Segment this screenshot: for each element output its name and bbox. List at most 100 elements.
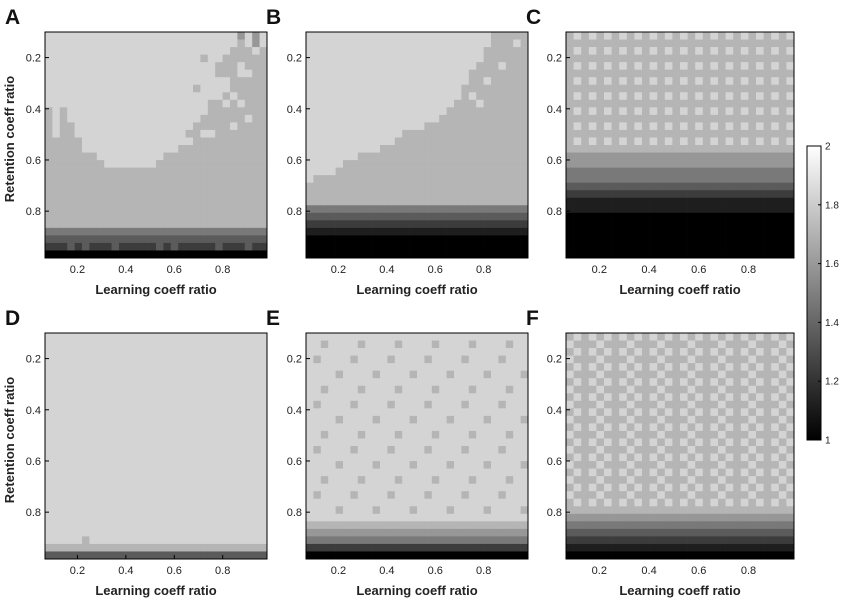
heatmap-cell <box>740 333 749 341</box>
y-tick-label: 0.4 <box>547 104 562 116</box>
heatmap-cell <box>695 400 704 409</box>
heatmap-cell <box>664 107 673 116</box>
heatmap-cell <box>237 182 246 191</box>
heatmap-cell <box>748 363 757 372</box>
heatmap-cell <box>417 468 425 477</box>
heatmap-cell <box>417 92 425 101</box>
heatmap-cell <box>520 39 529 48</box>
heatmap-cell <box>596 175 605 184</box>
heatmap-cell <box>417 483 425 492</box>
heatmap-cell <box>695 393 704 402</box>
heatmap-cell <box>657 370 666 379</box>
heatmap-cell <box>357 175 366 184</box>
heatmap-cell <box>461 250 470 259</box>
heatmap-cell <box>520 197 529 206</box>
heatmap-cells <box>566 32 795 259</box>
heatmap-cell <box>74 145 83 153</box>
heatmap-cell <box>664 69 673 78</box>
heatmap-cell <box>702 32 711 40</box>
heatmap-cell <box>483 39 492 48</box>
heatmap-cell <box>581 415 590 424</box>
heatmap-cell <box>566 84 574 93</box>
heatmap-cell <box>185 483 194 492</box>
heatmap-cell <box>59 551 68 560</box>
heatmap-cell <box>657 107 666 116</box>
heatmap-cell <box>365 167 373 176</box>
heatmap-cell <box>178 408 186 417</box>
heatmap-cell <box>740 190 749 199</box>
heatmap-cell <box>215 491 223 500</box>
heatmap-cell <box>778 212 787 221</box>
heatmap-cell <box>193 69 201 78</box>
heatmap-cell <box>642 220 650 229</box>
heatmap-cell <box>45 77 53 86</box>
heatmap-cell <box>185 521 194 530</box>
heatmap-cell <box>513 62 521 71</box>
heatmap-cell <box>59 182 68 191</box>
heatmap-cell <box>387 430 396 439</box>
heatmap-cell <box>498 378 507 387</box>
heatmap-cell <box>193 182 201 191</box>
heatmap-cell <box>193 92 201 101</box>
heatmap-cell <box>252 333 260 341</box>
heatmap-cell <box>52 491 61 500</box>
heatmap-cell <box>417 543 425 552</box>
heatmap-cell <box>657 400 666 409</box>
heatmap-cell <box>148 476 157 485</box>
heatmap-cell <box>200 250 209 259</box>
heatmap-cell <box>244 348 253 356</box>
heatmap-cell <box>343 242 351 251</box>
heatmap-cell <box>193 62 201 71</box>
heatmap-cell <box>313 438 322 447</box>
heatmap-cell <box>200 543 209 552</box>
heatmap-cell <box>596 129 605 138</box>
heatmap-cell <box>59 99 68 108</box>
heatmap-cell <box>446 408 455 417</box>
heatmap-cell <box>431 468 440 477</box>
heatmap-cell <box>380 506 388 515</box>
heatmap-cell <box>133 378 142 387</box>
heatmap-cell <box>454 370 462 379</box>
heatmap-cell <box>357 39 366 48</box>
heatmap-cell <box>649 77 658 86</box>
heatmap-cell <box>498 491 507 500</box>
heatmap-cell <box>306 39 314 48</box>
heatmap-cell <box>417 220 425 229</box>
heatmap-cell <box>581 355 590 364</box>
heatmap-cell <box>664 54 673 63</box>
heatmap-cell <box>82 129 90 138</box>
heatmap-cell <box>126 92 135 101</box>
heatmap-cell <box>200 242 209 251</box>
heatmap-cell <box>710 227 719 236</box>
heatmap-cell <box>148 348 157 356</box>
heatmap-cell <box>178 47 186 55</box>
heatmap-cell <box>468 491 477 500</box>
heatmap-cell <box>350 483 359 492</box>
heatmap-cell <box>156 551 164 560</box>
heatmap-cell <box>756 205 764 214</box>
heatmap-cell <box>45 528 53 537</box>
heatmap-cell <box>59 363 68 372</box>
heatmap-cell <box>350 355 359 364</box>
heatmap-cell <box>491 528 499 537</box>
heatmap-cell <box>763 197 772 206</box>
heatmap-cell <box>320 114 329 123</box>
heatmap-cell <box>431 220 440 229</box>
heatmap-cell <box>357 107 366 116</box>
heatmap-cell <box>687 197 696 206</box>
heatmap-cell <box>350 227 359 236</box>
heatmap-cell <box>439 99 447 108</box>
heatmap-cell <box>133 129 142 138</box>
heatmap-cell <box>634 77 643 86</box>
heatmap-cell <box>133 348 142 356</box>
heatmap-cell <box>424 378 433 387</box>
heatmap-cell <box>237 77 246 86</box>
heatmap-cell <box>200 521 209 530</box>
heatmap-cell <box>439 107 447 116</box>
heatmap-cell <box>67 415 75 424</box>
heatmap-cell <box>200 62 209 71</box>
heatmap-cell <box>372 167 381 176</box>
heatmap-cell <box>402 212 410 221</box>
heatmap-cell <box>725 39 734 48</box>
heatmap-cell <box>439 415 447 424</box>
